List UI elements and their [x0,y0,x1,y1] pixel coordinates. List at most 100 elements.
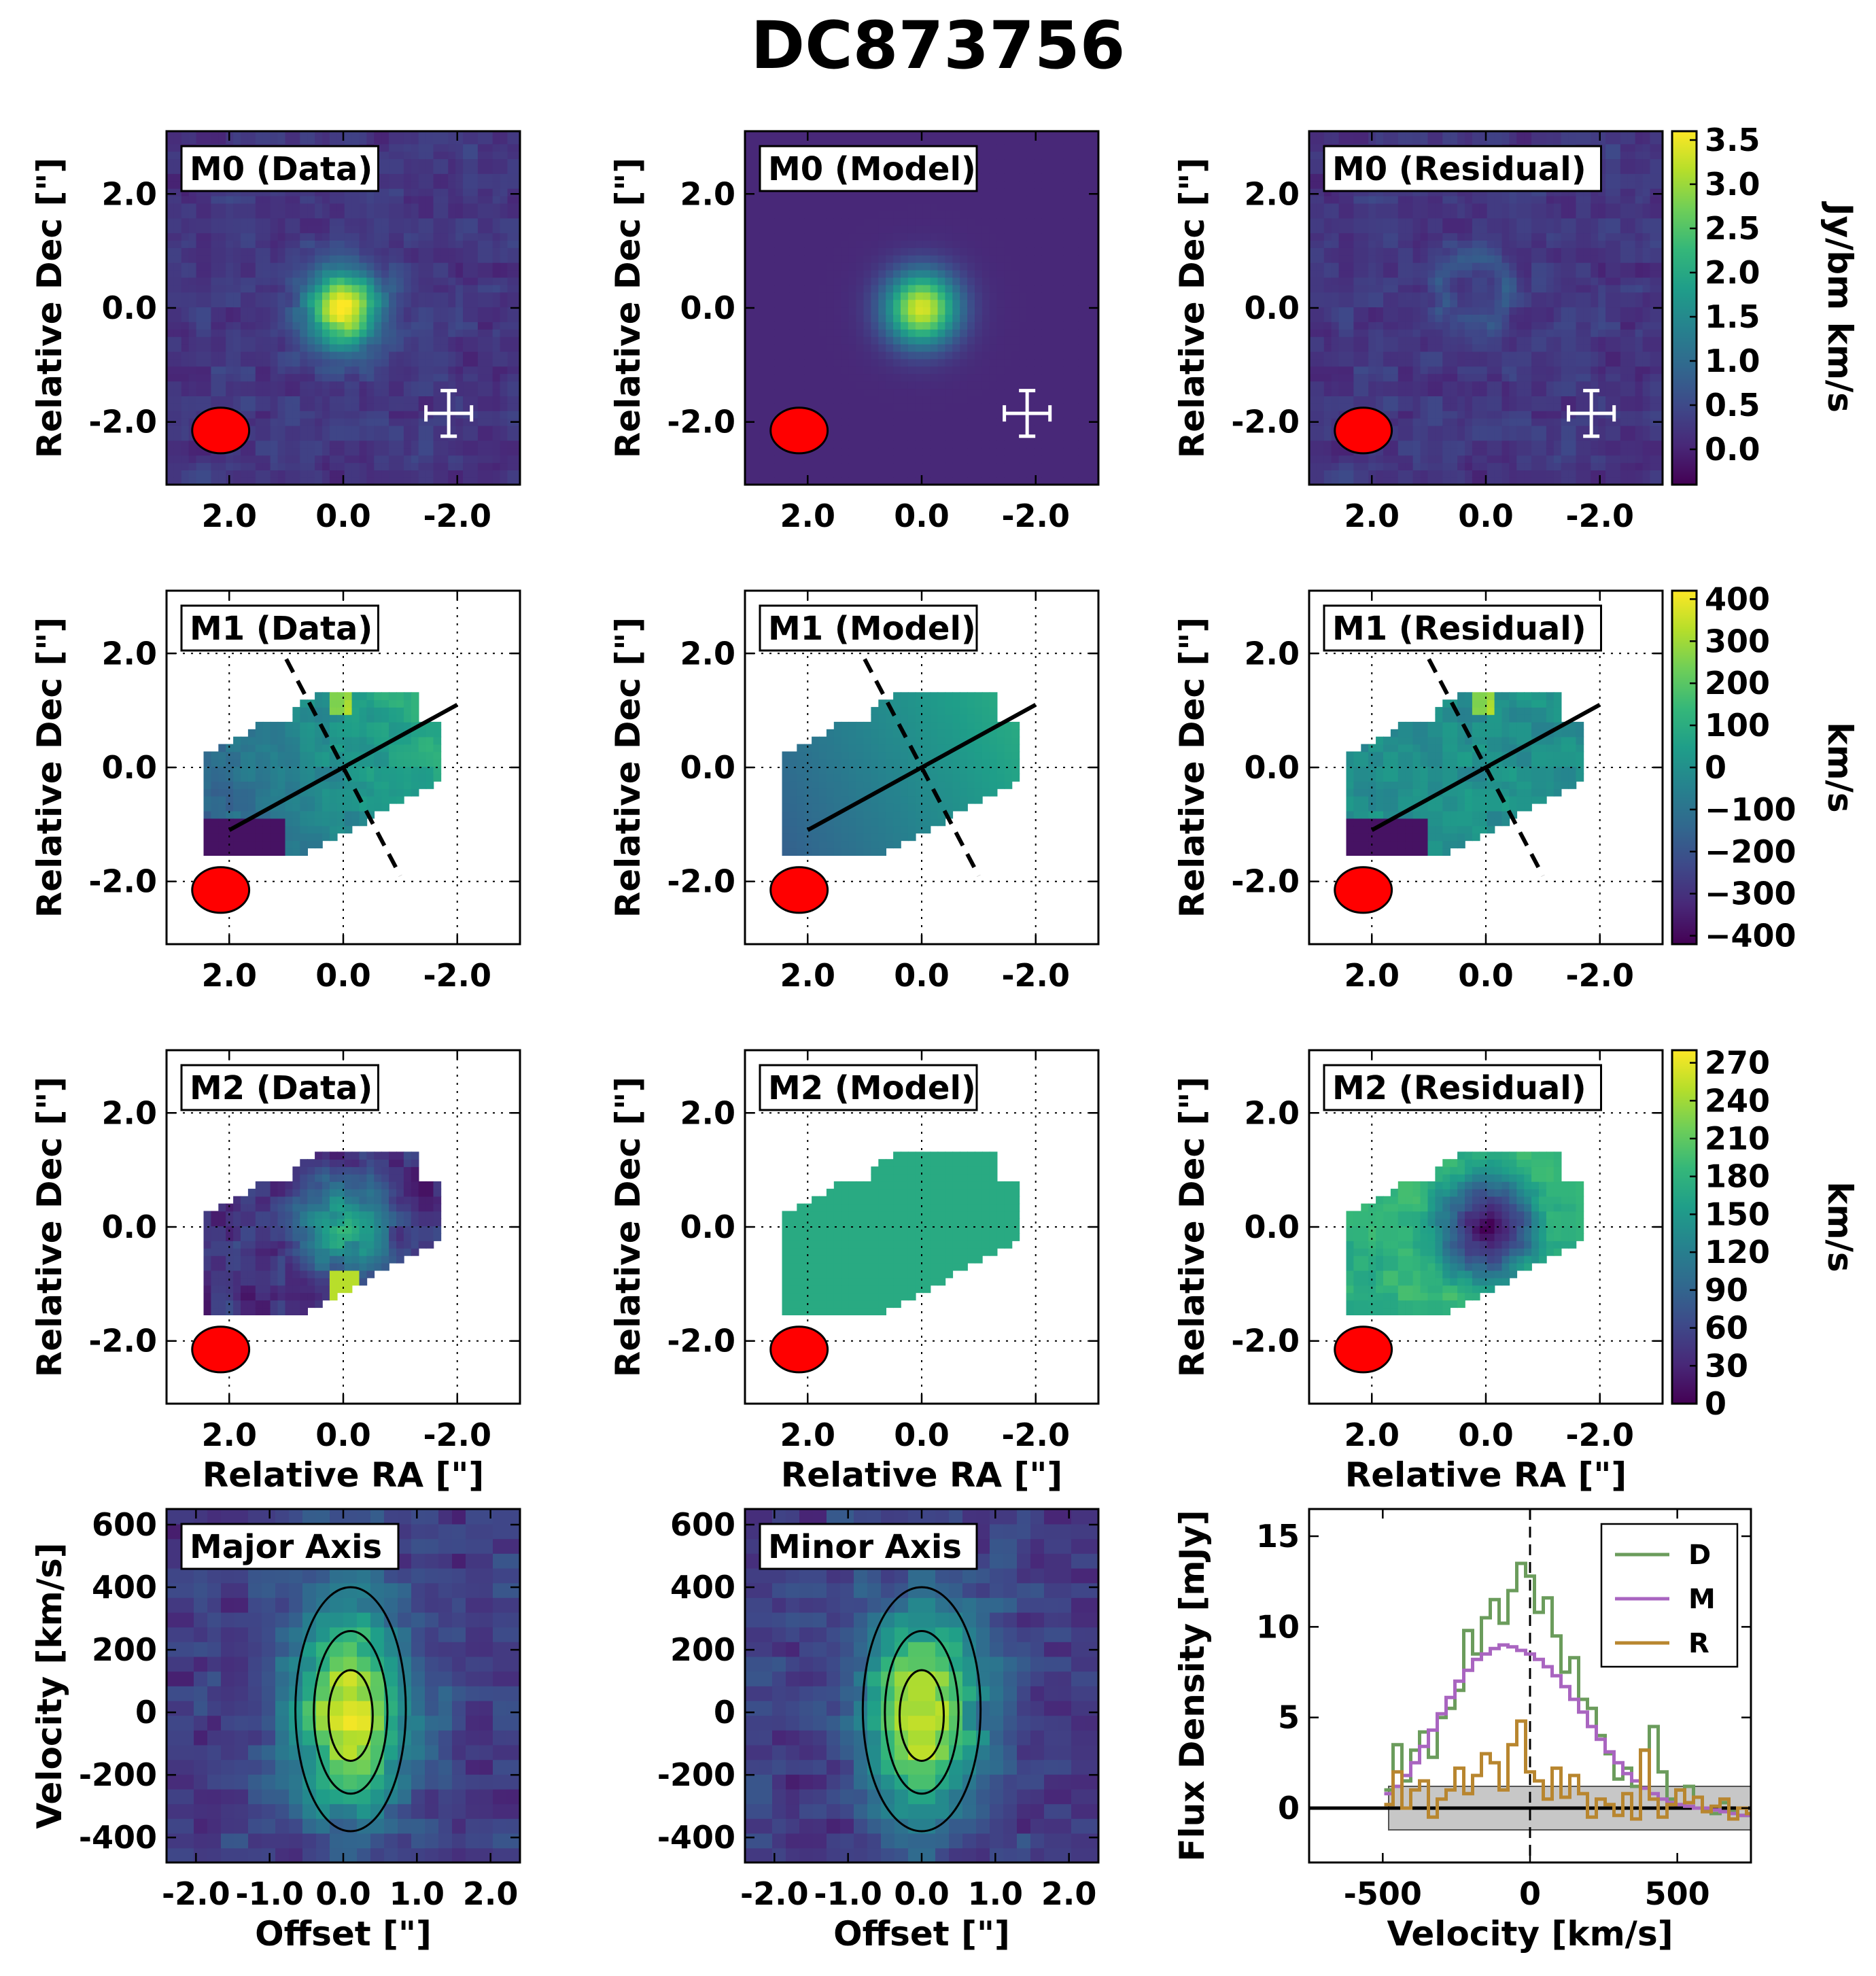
map-pixel [173,343,182,352]
map-pixel [878,277,886,285]
map-pixel [300,425,308,434]
map-pixel [989,151,998,160]
map-pixel [463,292,471,300]
map-pixel [804,322,812,330]
map-pixel [915,336,924,345]
map-pixel [996,432,1005,441]
map-pixel [241,307,249,315]
map-pixel [470,366,479,375]
map-pixel [344,447,353,456]
map-pixel [1093,462,1098,470]
map-pixel [477,218,486,226]
map-pixel [322,403,330,411]
map-pixel [863,225,872,234]
map-pixel [1338,277,1347,285]
map-pixel [455,255,464,263]
map-pixel [886,188,894,196]
map-pixel [1019,151,1028,160]
map-pixel [196,218,205,226]
map-pixel [500,417,508,426]
map-pixel [270,447,279,456]
map-pixel [181,136,190,145]
map-pixel [500,277,508,285]
map-pixel [226,188,234,196]
map-pixel [1331,314,1340,322]
map-pixel [433,455,442,464]
map-pixel [863,425,872,434]
map-pixel [930,470,939,478]
map-pixel [907,417,916,426]
map-pixel [500,470,508,478]
map-pixel [359,277,368,285]
map-pixel [203,262,212,271]
map-pixel [389,225,397,234]
map-pixel [1353,358,1362,367]
map-pixel [307,432,315,441]
map-pixel [975,322,983,330]
map-pixel [1071,143,1079,152]
map-pixel [336,366,345,375]
map-pixel [848,403,857,411]
map-pixel [485,358,493,367]
map-pixel [819,269,827,278]
map-pixel [285,269,294,278]
map-pixel [300,240,308,248]
map-pixel [315,366,323,375]
map-pixel [336,322,345,330]
map-pixel [173,203,182,211]
map-pixel [975,373,983,382]
map-pixel [871,277,880,285]
map-pixel [1026,158,1035,167]
map-pixel [1085,411,1094,419]
map-pixel [745,210,753,219]
map-pixel [893,240,901,248]
map-pixel [1026,455,1035,464]
map-pixel [425,417,434,426]
map-pixel [344,136,353,145]
map-pixel [167,232,175,241]
map-pixel [871,195,880,204]
map-pixel [1338,210,1347,219]
map-pixel [470,195,479,204]
map-pixel [1004,225,1013,234]
map-pixel [218,203,226,211]
map-pixel [915,299,924,308]
map-pixel [819,470,827,478]
map-pixel [871,417,880,426]
map-pixel [871,247,880,256]
map-pixel [1353,373,1362,382]
map-pixel [285,351,294,360]
map-pixel [270,373,279,382]
map-pixel [1056,462,1064,470]
map-pixel [1071,373,1079,382]
map-pixel [336,277,345,285]
map-pixel [856,299,865,308]
map-pixel [1078,381,1087,389]
map-pixel [789,210,798,219]
map-pixel [507,455,516,464]
map-pixel [848,210,857,219]
map-pixel [745,225,753,234]
map-pixel [270,136,279,145]
map-pixel [500,143,508,152]
map-pixel [1346,462,1355,470]
map-pixel [477,388,486,396]
map-pixel [937,255,946,263]
map-pixel [1309,188,1317,196]
map-pixel [767,366,776,375]
map-pixel [745,477,753,485]
map-pixel [255,417,264,426]
map-pixel [188,336,197,345]
map-pixel [1063,195,1072,204]
map-pixel [1063,181,1072,189]
map-pixel [1078,455,1087,464]
map-pixel [448,417,456,426]
map-pixel [804,403,812,411]
map-pixel [203,396,212,404]
map-pixel [841,255,850,263]
map-pixel [329,314,338,322]
map-pixel [218,255,226,263]
map-pixel [203,292,212,300]
map-pixel [241,358,249,367]
